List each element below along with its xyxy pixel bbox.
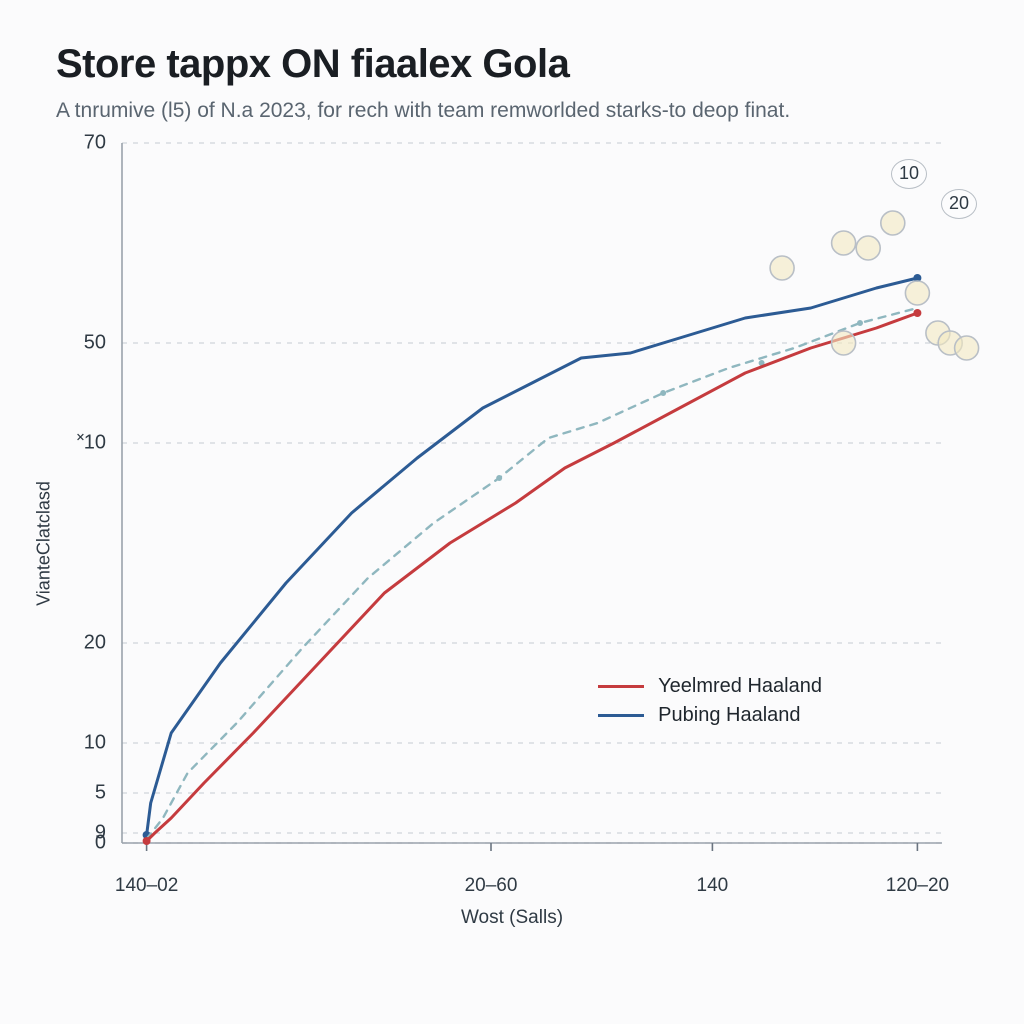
x-tick-label: 140 xyxy=(697,875,729,897)
chart-area: VianteClatclasd Wost (Salls) Yeelmred Ha… xyxy=(62,143,962,923)
y-tick-label: ˟10 xyxy=(66,432,106,455)
legend-label: Yeelmred Haaland xyxy=(658,675,822,698)
x-tick-label: 20–60 xyxy=(465,875,518,897)
legend-item: Yeelmred Haaland xyxy=(598,675,822,698)
y-tick-label: 5 xyxy=(66,782,106,805)
chart-subtitle: A tnrumive (l5) of N.a 2023, for rech wi… xyxy=(56,97,876,125)
legend-swatch xyxy=(598,685,644,688)
y-tick-label: 20 xyxy=(66,632,106,655)
legend-swatch xyxy=(598,714,644,717)
y-tick-label: 10 xyxy=(66,732,106,755)
chart-title: Store tappx ON fiaalex Gola xyxy=(56,42,968,87)
x-tick-label: 120–20 xyxy=(886,875,949,897)
y-tick-label: 0 xyxy=(66,832,106,855)
y-tick-label: 70 xyxy=(66,132,106,155)
plot-svg xyxy=(122,143,942,843)
legend: Yeelmred Haaland Pubing Haaland xyxy=(598,669,822,733)
y-axis-label: VianteClatclasd xyxy=(34,481,55,606)
legend-label: Pubing Haaland xyxy=(658,704,800,727)
figure-container: Store tappx ON fiaalex Gola A tnrumive (… xyxy=(0,0,1024,1024)
x-axis-label: Wost (Salls) xyxy=(461,907,563,929)
annotation-bubble: 20 xyxy=(941,189,977,219)
y-tick-label: 50 xyxy=(66,332,106,355)
legend-item: Pubing Haaland xyxy=(598,704,822,727)
x-tick-label: 140–02 xyxy=(115,875,178,897)
